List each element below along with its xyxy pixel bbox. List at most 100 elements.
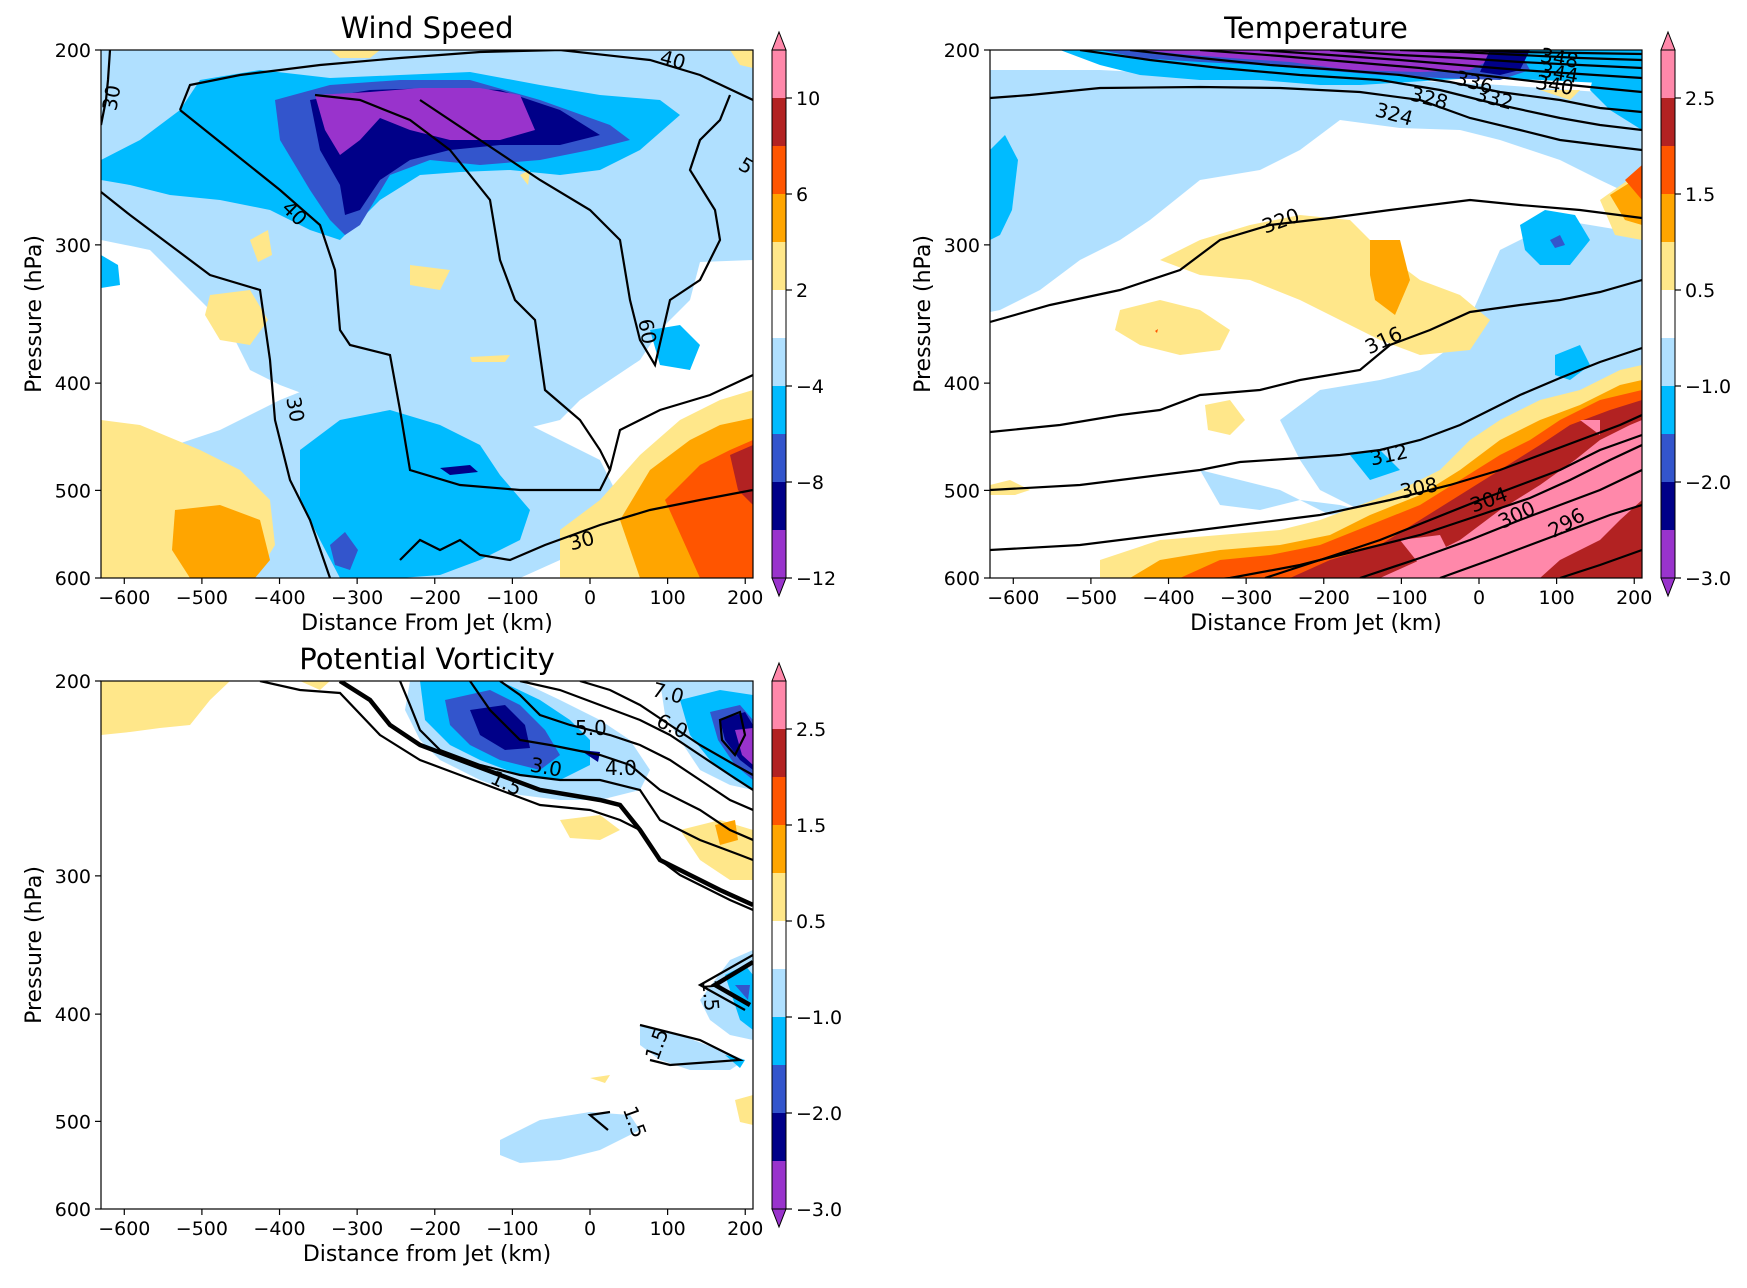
colorbar-segment: [1661, 290, 1675, 339]
x-tick-label: −200: [1298, 587, 1350, 609]
plot-title: Potential Vorticity: [299, 642, 554, 676]
x-tick-label: 200: [727, 1218, 763, 1240]
colorbar-segment: [1661, 530, 1675, 579]
colorbar-segment: [772, 194, 786, 243]
y-tick-label: 600: [55, 1199, 91, 1221]
colorbar-segment: [772, 434, 786, 483]
plot-frame: [100, 680, 754, 1210]
colorbar-tick-label: 10: [796, 88, 820, 110]
y-tick-label: 500: [944, 480, 980, 502]
colorbar-segment: [772, 530, 786, 579]
x-axis-label: Distance From Jet (km): [1190, 611, 1442, 636]
y-tick-label: 200: [55, 671, 91, 693]
colorbar-segment: [772, 1161, 786, 1210]
x-tick-label: −600: [98, 1218, 150, 1240]
y-axis-label: Pressure (hPa): [911, 235, 936, 393]
x-tick-label: −600: [987, 587, 1039, 609]
colorbar-segment: [772, 338, 786, 387]
colorbar-tick-label: −2.0: [1685, 472, 1731, 494]
potential-vorticity-fill: [101, 681, 753, 1209]
colorbar-segment: [772, 146, 786, 195]
colorbar-tick-label: 1.5: [796, 815, 826, 837]
colorbar-segment: [1661, 50, 1675, 99]
axes-layer: −600 −500 −400 −300 −200 −100 0 100 200200300400…: [22, 11, 1731, 1267]
x-tick-label: −500: [176, 587, 228, 609]
contour-label: 4.0: [605, 756, 637, 780]
y-tick-label: 200: [944, 40, 980, 62]
colorbar-extend-bottom: [771, 577, 787, 598]
y-tick-label: 600: [55, 568, 91, 590]
colorbar-segment: [772, 969, 786, 1018]
colorbar-segment: [772, 1113, 786, 1162]
x-tick-label: −200: [409, 587, 461, 609]
x-tick-label: −100: [1375, 587, 1427, 609]
colorbar-tick-label: −1.0: [1685, 376, 1731, 398]
colorbar-tick-label: −1.0: [796, 1007, 842, 1029]
colorbar-tick-label: 6: [796, 184, 808, 206]
x-tick-label: −200: [409, 1218, 461, 1240]
colorbar-extend-top: [771, 30, 787, 51]
y-tick-label: 200: [55, 40, 91, 62]
colorbar-frame: [771, 680, 787, 1210]
colorbar-segment: [772, 921, 786, 970]
colorbar-tick-label: 2.5: [796, 719, 826, 741]
x-tick-label: −300: [331, 1218, 383, 1240]
colorbar-extend-bottom: [1660, 577, 1676, 598]
y-tick-label: 400: [55, 1004, 91, 1026]
y-tick-label: 500: [55, 1111, 91, 1133]
contour-label: 3.0: [528, 752, 563, 781]
colorbar-segment: [1661, 434, 1675, 483]
x-tick-label: −400: [1142, 587, 1194, 609]
contour-label: 1.5: [697, 979, 724, 1013]
y-tick-label: 300: [944, 235, 980, 257]
wind-speed-contours: [101, 50, 753, 578]
colorbar-segment: [772, 777, 786, 826]
colorbar-tick-label: 0.5: [796, 911, 826, 933]
colorbar-tick-label: 2: [796, 280, 808, 302]
colorbar-segment: [1661, 146, 1675, 195]
x-tick-label: 100: [1538, 587, 1574, 609]
x-tick-label: 0: [584, 1218, 596, 1240]
colorbar-frame: [771, 49, 787, 579]
x-tick-label: −500: [176, 1218, 228, 1240]
x-axis-label: Distance from Jet (km): [303, 1242, 551, 1267]
x-tick-label: −500: [1065, 587, 1117, 609]
contour-label: 30: [281, 395, 309, 424]
colorbar-extend-top: [1660, 30, 1676, 51]
colorbar-segment: [772, 98, 786, 147]
colorbar-tick-label: −4: [796, 376, 824, 398]
colorbar-segment: [1661, 194, 1675, 243]
contour-label: 60: [633, 317, 661, 346]
colorbar-segment: [1661, 98, 1675, 147]
colorbar-segment: [1661, 338, 1675, 387]
colorbar-extend-top: [771, 661, 787, 682]
x-tick-label: −300: [331, 587, 383, 609]
x-tick-label: −300: [1220, 587, 1272, 609]
y-tick-label: 400: [944, 373, 980, 395]
y-tick-label: 500: [55, 480, 91, 502]
x-tick-label: 100: [649, 1218, 685, 1240]
wind-speed-fill: [101, 50, 753, 578]
colorbar-segment: [772, 681, 786, 730]
x-tick-label: −400: [253, 1218, 305, 1240]
x-tick-label: −400: [253, 587, 305, 609]
colorbar-segment: [772, 1065, 786, 1114]
colorbar-tick-label: 0.5: [1685, 280, 1715, 302]
colorbar-segment: [1661, 242, 1675, 291]
x-tick-label: 200: [1616, 587, 1652, 609]
y-tick-label: 300: [55, 235, 91, 257]
x-tick-label: 0: [584, 587, 596, 609]
colorbar-extend-bottom: [771, 1208, 787, 1229]
wind-speed-panel: 40 30 5 40 60 30 30: [97, 45, 758, 578]
x-tick-label: 100: [649, 587, 685, 609]
plot-title: Temperature: [1223, 11, 1408, 45]
colorbar-tick-label: −8: [796, 472, 824, 494]
potential-vorticity-contours: [259, 681, 753, 1131]
colorbar-tick-label: 2.5: [1685, 88, 1715, 110]
colorbar-segment: [772, 50, 786, 99]
potential-vorticity-panel: 7.0 5.0 6.0 3.0 4.0 1.5 1.5 1.5 1.5: [101, 677, 753, 1209]
y-axis-label: Pressure (hPa): [22, 866, 47, 1024]
colorbar-segment: [1661, 386, 1675, 435]
contour-label: 30: [97, 83, 125, 112]
